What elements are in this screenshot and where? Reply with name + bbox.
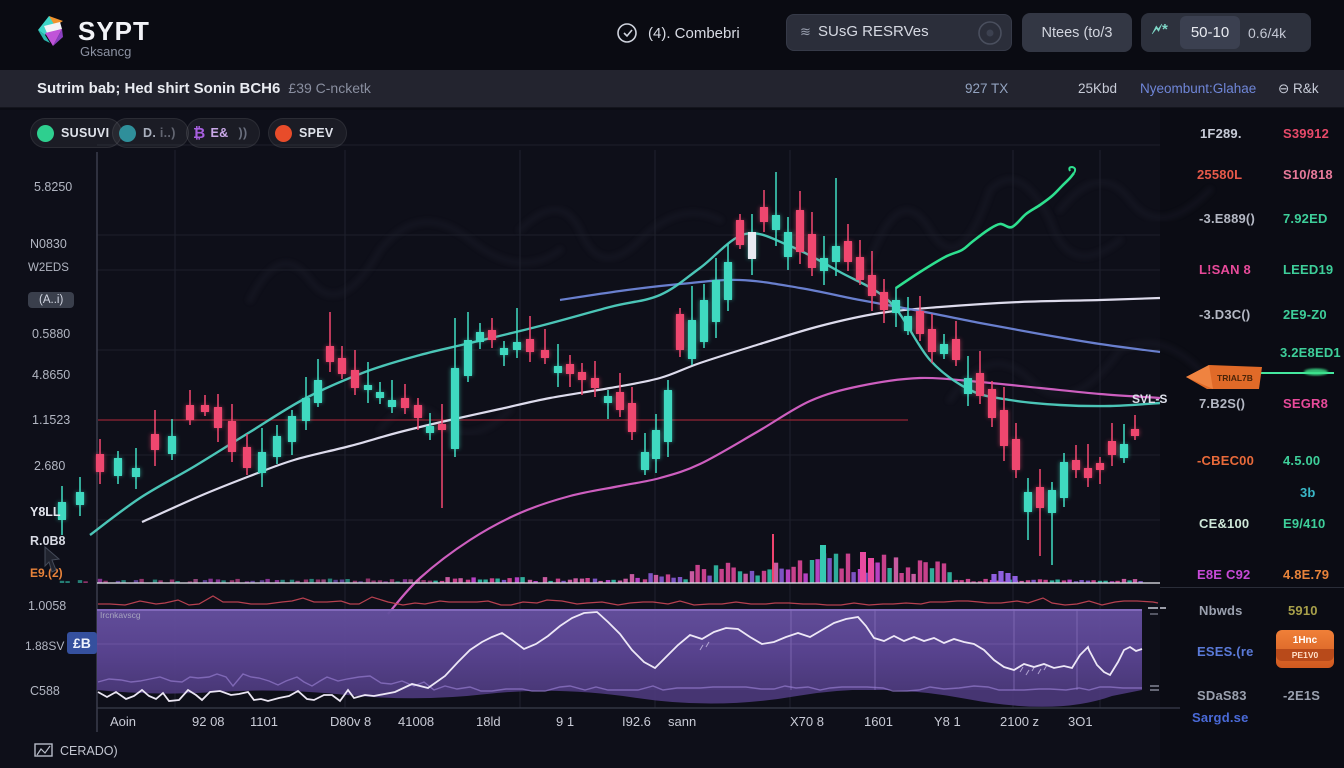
svg-text:TRIAL7B: TRIAL7B xyxy=(1217,373,1253,383)
